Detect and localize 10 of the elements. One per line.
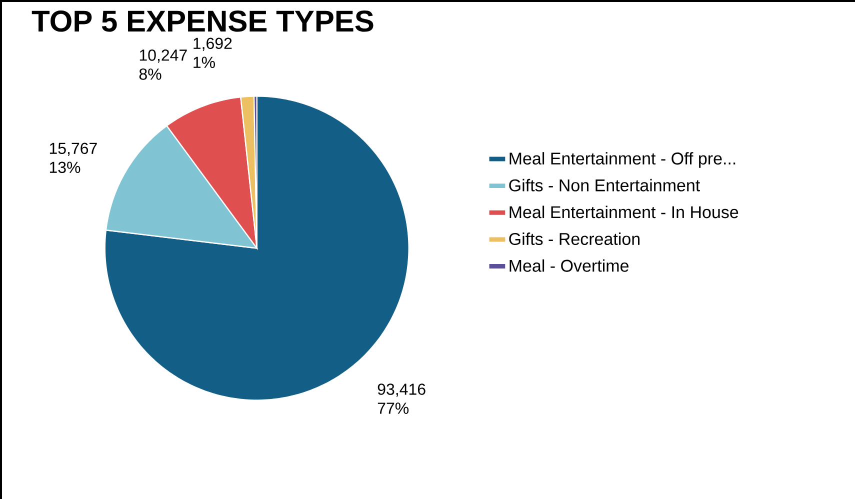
data-label: 1,692 1%	[194, 38, 232, 68]
legend-label: Meal Entertainment - In House	[510, 206, 738, 218]
data-label: 15,767 13%	[50, 142, 97, 174]
data-label: 10,247 8%	[139, 50, 187, 80]
legend-label: Gifts - Non Entertainment	[509, 178, 700, 192]
chart-title: TOP 5 EXPENSE TYPES	[32, 10, 374, 32]
legend-label: Gifts - Recreation	[509, 232, 640, 246]
legend-label: Meal Entertainment - Off pre...	[510, 152, 736, 168]
data-label: 93,416 77%	[378, 384, 426, 414]
legend-label: Meal - Overtime	[510, 259, 628, 272]
